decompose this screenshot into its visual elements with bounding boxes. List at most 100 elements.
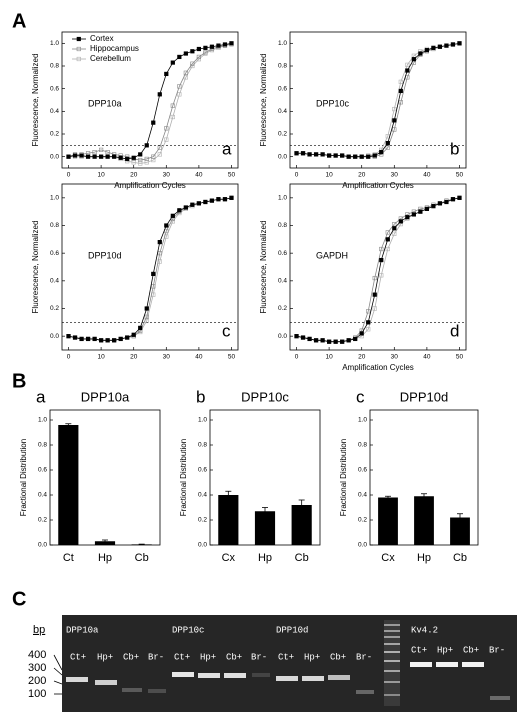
data-point <box>450 197 456 202</box>
group-label: DPP10c <box>172 625 204 635</box>
data-point <box>379 246 384 252</box>
ladder-band <box>384 630 400 632</box>
data-point <box>359 331 364 336</box>
band <box>328 675 350 680</box>
data-point <box>300 335 306 340</box>
data-point <box>72 153 78 158</box>
data-point <box>346 154 351 159</box>
data-point <box>398 88 403 94</box>
data-point <box>177 84 182 89</box>
y-tick-label: 0.6 <box>278 250 287 257</box>
x-tick-label: Cb <box>295 552 309 564</box>
panel-label: b <box>196 387 205 406</box>
gel-unit: bp <box>33 624 45 636</box>
data-point <box>366 327 371 332</box>
data-point <box>366 309 371 314</box>
band <box>66 677 88 682</box>
data-point <box>398 100 403 105</box>
data-point <box>444 43 449 48</box>
data-point <box>398 219 403 224</box>
y-tick-label: 0.8 <box>50 222 59 229</box>
x-tick-label: Cx <box>381 552 395 564</box>
x-tick-label: 0 <box>67 172 71 179</box>
x-tick-label: 40 <box>423 172 431 179</box>
ladder-band <box>384 643 400 645</box>
data-point <box>183 51 188 56</box>
data-point <box>164 126 169 131</box>
ladder <box>384 620 400 706</box>
x-tick-label: 10 <box>97 354 105 361</box>
group-label: DPP10d <box>276 625 308 635</box>
data-point <box>392 118 397 123</box>
data-point <box>170 103 175 108</box>
y-tick-label: 0.2 <box>198 517 207 524</box>
data-point <box>151 271 156 277</box>
data-point <box>307 152 312 157</box>
lane-label: Br- <box>356 652 372 662</box>
curve-label: DPP10a <box>88 98 122 108</box>
band <box>122 688 142 692</box>
data-point <box>372 275 377 281</box>
data-point <box>118 336 123 342</box>
data-point <box>105 338 110 343</box>
data-point <box>216 43 221 48</box>
data-point <box>66 334 71 339</box>
y-tick-label: 0.6 <box>198 467 207 474</box>
legend-label: Cerebellum <box>90 54 131 63</box>
data-point <box>294 151 299 156</box>
x-tick-label: 20 <box>358 172 366 179</box>
x-tick-label: 20 <box>130 354 138 361</box>
band <box>198 673 220 678</box>
x-tick-label: Hp <box>258 552 272 564</box>
y-tick-label: 1.0 <box>278 40 287 47</box>
band <box>276 676 298 681</box>
data-point <box>144 143 149 148</box>
data-point <box>157 92 162 97</box>
data-point <box>125 335 130 340</box>
series-line <box>68 197 232 341</box>
data-point <box>372 306 377 311</box>
x-tick-label: Cb <box>453 552 467 564</box>
legend-label: Cortex <box>90 34 114 43</box>
data-point <box>379 273 384 278</box>
data-point <box>190 202 195 207</box>
data-point <box>164 71 169 77</box>
y-axis-label: Fluorescence, Normalized <box>31 221 40 314</box>
data-point <box>92 154 97 159</box>
x-tick-label: Ct <box>63 552 74 564</box>
data-point <box>411 212 416 217</box>
data-point <box>216 197 221 202</box>
lane-label: Ct+ <box>70 652 86 662</box>
y-tick-label: 0.8 <box>358 442 367 449</box>
data-point <box>151 120 156 125</box>
y-tick-label: 1.0 <box>50 40 59 47</box>
y-tick-label: 0.2 <box>278 131 287 138</box>
data-point <box>196 201 201 206</box>
y-tick-label: 0.0 <box>358 542 367 549</box>
data-point <box>138 157 143 163</box>
y-tick-label: 1.0 <box>278 195 287 202</box>
data-point <box>405 215 410 220</box>
y-tick-label: 0.4 <box>38 492 47 499</box>
x-axis-label: Amplification Cycles <box>342 363 414 372</box>
panel-label: d <box>450 321 459 340</box>
data-point <box>118 155 123 160</box>
x-tick-label: 10 <box>325 354 333 361</box>
bar <box>131 544 152 545</box>
marker-tick <box>53 680 63 685</box>
y-tick-label: 1.0 <box>38 417 47 424</box>
y-tick-label: 0.6 <box>38 467 47 474</box>
bar <box>378 497 398 545</box>
x-axis-label: Amplification Cycles <box>114 181 186 190</box>
bar <box>218 495 239 545</box>
panel-label: b <box>450 139 459 158</box>
marker-label: 400 <box>28 649 46 661</box>
group-label: Kv4.2 <box>411 625 438 635</box>
data-point <box>340 153 345 158</box>
band <box>95 680 117 685</box>
data-point <box>131 332 136 337</box>
bar <box>254 511 276 545</box>
data-point <box>229 195 234 200</box>
data-point <box>313 152 319 157</box>
bar <box>414 496 434 545</box>
